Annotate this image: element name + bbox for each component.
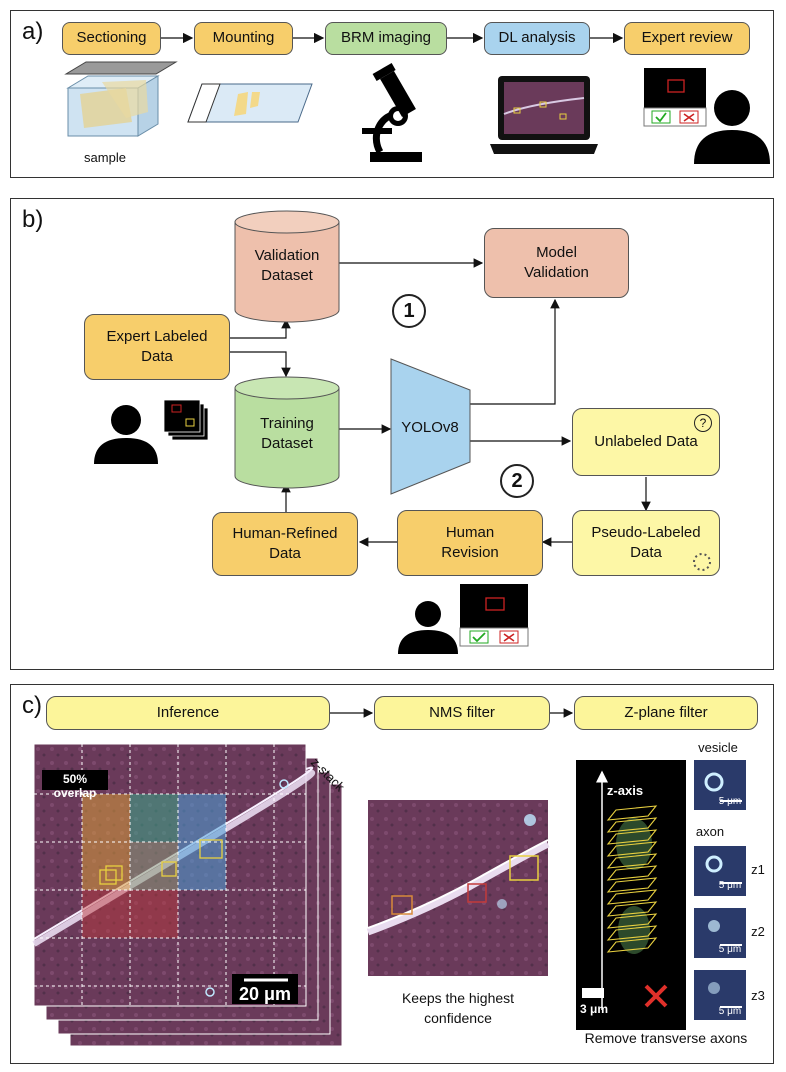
z-axis-label: z-axis: [606, 783, 644, 798]
question-mark-icon: ?: [694, 414, 712, 432]
panel-b-label: b): [22, 206, 44, 233]
laptop-icon: [490, 76, 598, 154]
step-inference: Inference: [46, 696, 330, 730]
training-dataset-label: Training Dataset: [260, 415, 314, 453]
sample-cube-icon: [64, 61, 178, 137]
step-z-plane-filter: Z-plane filter: [574, 696, 758, 730]
yolo-model-label: YOLOv8: [401, 419, 459, 436]
human-refined-data-box: Human-Refined Data: [212, 512, 358, 576]
z2-label: z2: [751, 924, 765, 939]
model-validation-box: Model Validation: [484, 228, 629, 298]
reviewer-person-icon: [398, 601, 458, 654]
yolo-model-shape: [390, 358, 471, 495]
scalebar-z-label: 3 μm: [579, 1002, 609, 1016]
panel-a-label: a): [22, 18, 44, 45]
expert-person-icon: [694, 90, 770, 164]
step-sectioning: Sectioning: [62, 22, 161, 55]
training-dataset-cylinder: [234, 376, 340, 489]
loop-1-marker: 1: [392, 294, 426, 328]
panel-c-arrows: [330, 708, 574, 718]
microscope-icon: [362, 63, 422, 162]
z-axis-image: [576, 760, 686, 1030]
axon-label: axon: [695, 824, 725, 839]
step-expert-review: Expert review: [624, 22, 750, 55]
expert-labeled-data-box: Expert Labeled Data: [84, 314, 230, 380]
step-mounting: Mounting: [194, 22, 293, 55]
vesicle-scalebar: 5 μm: [718, 796, 742, 807]
axon-thumbnail-z1: [694, 846, 746, 896]
axon-z2-scalebar: 5 μm: [718, 944, 742, 955]
inference-zstack-image: [32, 743, 343, 1047]
validation-dataset-label: Validation Dataset: [254, 247, 320, 285]
axon-z3-scalebar: 5 μm: [718, 1006, 742, 1017]
z1-label: z1: [751, 862, 765, 877]
step-nms-filter: NMS filter: [374, 696, 550, 730]
review-screen-icon: [643, 68, 707, 127]
panel-c-label: c): [22, 692, 42, 719]
axon-thumbnail-z2: [694, 908, 746, 958]
z3-label: z3: [751, 988, 765, 1003]
axon-thumbnail-z3: [694, 970, 746, 1020]
panel-a-arrows: [161, 32, 624, 44]
panel-b-connectors: [230, 258, 651, 547]
vesicle-label: vesicle: [698, 740, 738, 755]
human-revision-box: Human Revision: [397, 510, 543, 576]
overlap-label: 50% overlap: [53, 772, 97, 800]
sample-caption: sample: [84, 150, 126, 165]
step-brm-imaging: BRM imaging: [325, 22, 447, 55]
mounting-slide-icon: [187, 83, 313, 123]
axon-z1-scalebar: 5 μm: [718, 880, 742, 891]
step-dl-analysis: DL analysis: [484, 22, 590, 55]
revision-screen-icon: [459, 584, 529, 647]
nms-caption: Keeps the highest confidence: [401, 990, 515, 1027]
scalebar-main-label: 20 μm: [238, 984, 292, 1004]
image-stack-icon: [163, 399, 209, 441]
vesicle-thumbnail: [694, 760, 746, 810]
nms-filter-image: [366, 800, 550, 976]
loop-2-marker: 2: [500, 464, 534, 498]
pseudo-labeled-data-box: Pseudo-Labeled Data: [572, 510, 720, 576]
loading-spinner-icon: [693, 553, 711, 571]
annotator-person-icon: [94, 405, 158, 464]
z-filter-caption: Remove transverse axons: [584, 1030, 748, 1046]
validation-dataset-cylinder: [234, 210, 340, 323]
